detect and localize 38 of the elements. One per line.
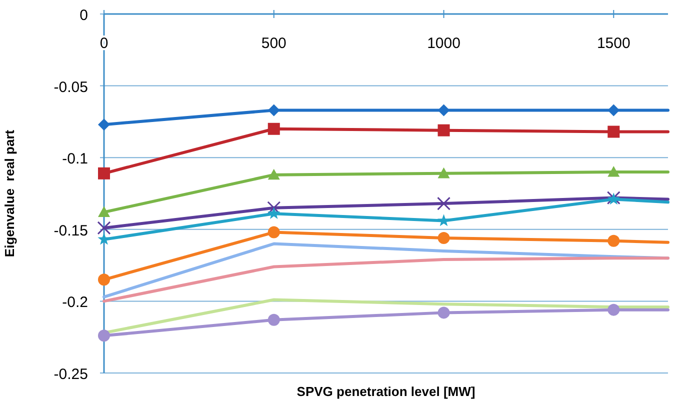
- point: [608, 104, 620, 116]
- point: [98, 274, 110, 286]
- point: [437, 196, 451, 210]
- x-tick-label: 1500: [596, 35, 630, 52]
- point: [438, 232, 450, 244]
- point: [268, 314, 280, 326]
- x-tick-label: 1000: [427, 35, 460, 52]
- y-tick-label: -0.25: [54, 366, 88, 383]
- point: [438, 104, 450, 116]
- point: [268, 168, 280, 180]
- point: [98, 118, 110, 131]
- point: [268, 122, 280, 135]
- x-axis-title: SPVG penetration level [MW]: [296, 384, 476, 399]
- point: [608, 304, 620, 316]
- point: [608, 126, 620, 138]
- point: [438, 167, 450, 178]
- y-tick-label: -0.15: [54, 222, 88, 240]
- y-axis-title: Eigenvalue real part: [2, 129, 17, 258]
- point: [97, 221, 111, 235]
- point: [267, 201, 281, 215]
- point: [98, 167, 110, 180]
- y-tick-label: -0.1: [62, 150, 88, 168]
- point: [437, 214, 450, 226]
- y-tick-label: -0.05: [54, 78, 88, 96]
- y-tick-label: 0: [80, 7, 88, 24]
- point: [438, 306, 450, 319]
- point: [98, 206, 110, 217]
- point: [608, 234, 620, 247]
- point: [98, 232, 110, 245]
- y-tick-label: -0.2: [62, 294, 88, 312]
- point: [608, 166, 620, 177]
- line-series: [102, 256, 670, 303]
- point: [268, 104, 280, 116]
- point: [438, 124, 450, 136]
- x-tick-label: 500: [261, 35, 286, 52]
- point: [268, 207, 280, 219]
- point: [268, 226, 280, 238]
- point: [98, 330, 110, 342]
